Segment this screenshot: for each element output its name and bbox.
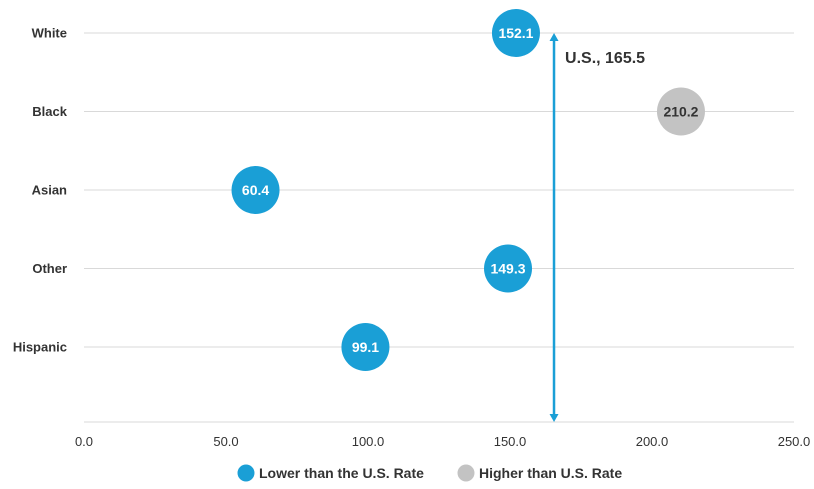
data-label-asian: 60.4 [242, 182, 269, 198]
x-tick-label: 250.0 [778, 434, 811, 449]
category-label: Other [32, 261, 67, 276]
x-tick-label: 200.0 [636, 434, 669, 449]
x-tick-label: 0.0 [75, 434, 93, 449]
data-point-white [491, 9, 540, 57]
data-point-black [656, 87, 705, 136]
x-tick-label: 50.0 [213, 434, 238, 449]
category-label: Asian [32, 183, 67, 198]
legend-label-higher: Higher than U.S. Rate [479, 465, 622, 481]
data-label-black: 210.2 [663, 104, 698, 120]
reference-arrow-bottom [549, 414, 559, 422]
data-label-other: 149.3 [490, 261, 525, 277]
us-reference-label: U.S., 165.5 [565, 50, 645, 67]
data-point-hispanic [341, 323, 390, 371]
x-tick-label: 150.0 [494, 434, 527, 449]
data-point-asian [231, 166, 280, 214]
category-label: Hispanic [13, 340, 67, 355]
data-point-other [484, 244, 533, 293]
legend-marker-lower [237, 464, 255, 482]
category-label: White [32, 26, 67, 41]
legend-label-lower: Lower than the U.S. Rate [259, 465, 424, 481]
category-label: Black [32, 104, 67, 119]
legend-marker-higher [457, 464, 475, 482]
x-tick-label: 100.0 [352, 434, 385, 449]
reference-arrow-top [549, 33, 559, 41]
data-label-hispanic: 99.1 [352, 339, 379, 355]
data-label-white: 152.1 [498, 25, 533, 41]
